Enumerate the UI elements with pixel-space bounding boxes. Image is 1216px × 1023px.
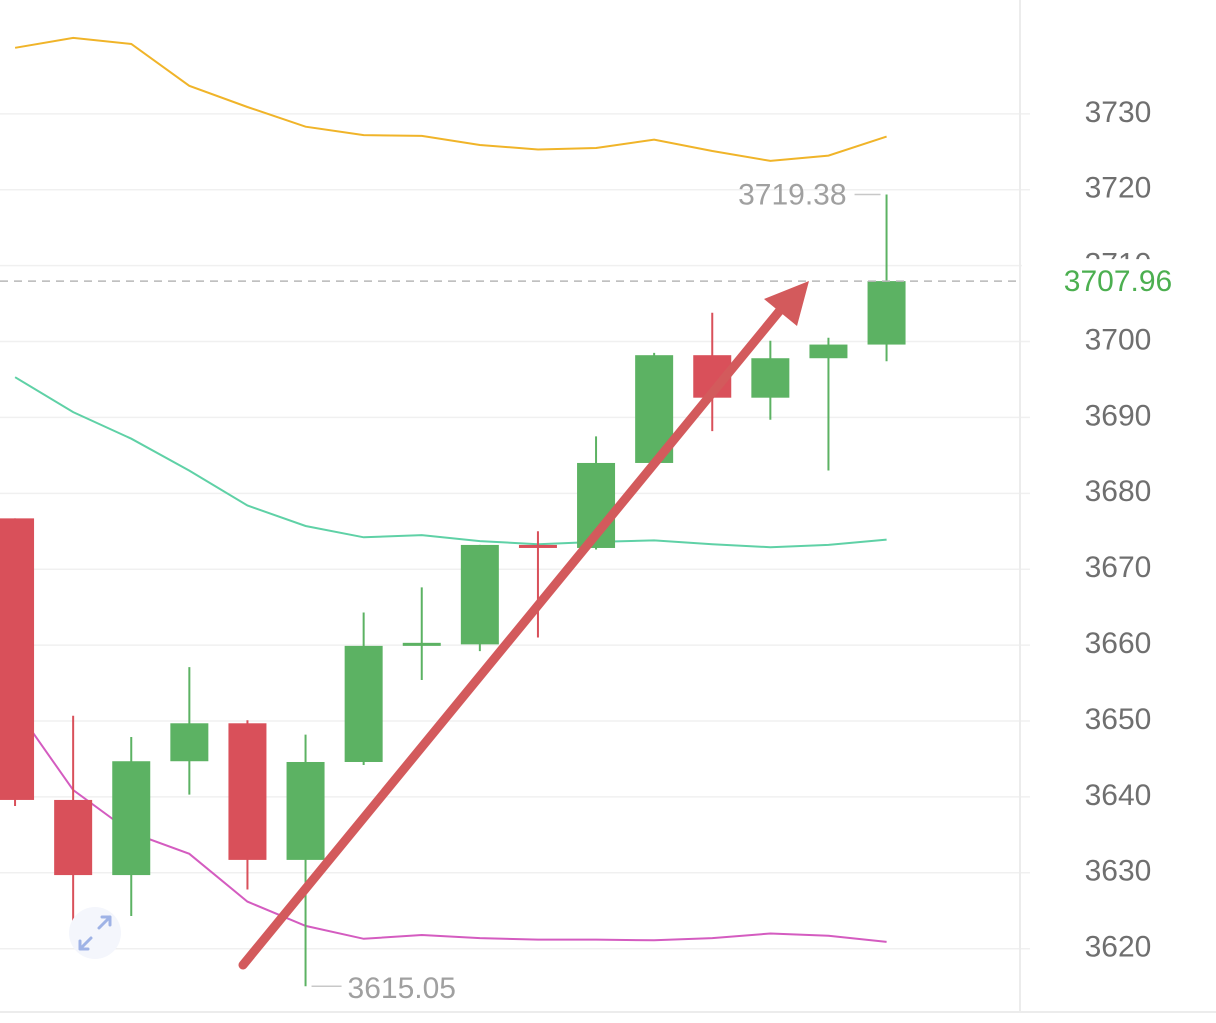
high-label: 3719.38 [738, 178, 846, 211]
candle-body [402, 642, 441, 646]
expand-button-bg[interactable] [69, 907, 121, 959]
expand-button[interactable] [69, 907, 121, 959]
candle-body [460, 544, 499, 645]
current-price-box [1022, 259, 1216, 304]
current-price-label: 3707.96 [1064, 265, 1172, 298]
y-tick-label: 3660 [1085, 627, 1152, 660]
y-tick-label: 3720 [1085, 172, 1152, 205]
y-tick-label: 3620 [1085, 931, 1152, 964]
y-tick-label: 3630 [1085, 855, 1152, 888]
indicator-line [14, 706, 887, 943]
y-tick-label: 3680 [1085, 475, 1152, 508]
candle-body [0, 518, 35, 800]
labels: 3620363036403650366036703680369037003710… [0, 96, 1216, 1005]
y-tick-label: 3670 [1085, 551, 1152, 584]
arrow-shaft [238, 298, 791, 970]
expand-icon[interactable] [78, 915, 112, 951]
candle-body [170, 723, 209, 762]
candles [0, 194, 906, 987]
candle-body [867, 281, 906, 345]
y-tick-label: 3690 [1085, 399, 1152, 432]
candle-body [809, 344, 848, 359]
candle-body [344, 645, 383, 762]
y-tick-label: 3730 [1085, 96, 1152, 129]
grid [0, 113, 1030, 950]
arrow-head [764, 281, 809, 326]
y-tick-label: 3640 [1085, 779, 1152, 812]
y-tick-label: 3700 [1085, 323, 1152, 356]
candle-body [112, 761, 151, 876]
candle-body [751, 358, 790, 398]
indicator-line [14, 376, 887, 549]
low-label: 3615.05 [348, 972, 456, 1005]
indicator-line [14, 36, 887, 162]
candle-body [286, 761, 325, 860]
candle-body [54, 799, 93, 876]
y-tick-label: 3650 [1085, 703, 1152, 736]
candle-body [518, 544, 557, 548]
candle-body [228, 723, 267, 860]
indicator-lines [14, 36, 887, 943]
trend-arrow [238, 281, 809, 970]
